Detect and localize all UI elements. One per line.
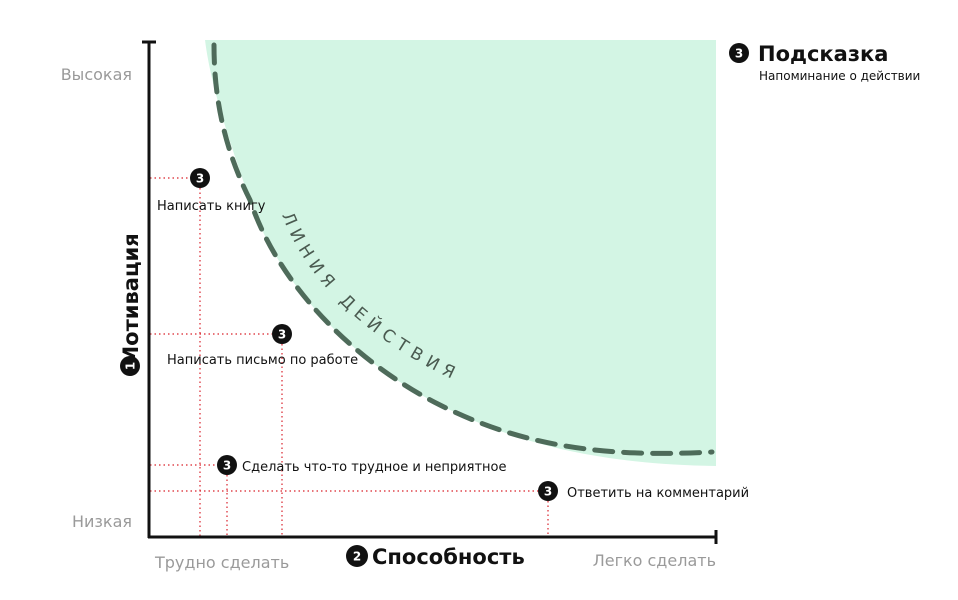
action-line-curve (211, 42, 715, 456)
hint-subtitle: Напоминание о действии (759, 69, 920, 83)
y-axis-title: Мотивация (119, 233, 143, 366)
x-axis-easy-label: Легко сделать (593, 551, 716, 570)
task-badge-number: 3 (196, 172, 204, 186)
action-zone-area (205, 40, 716, 466)
task-reply-comment: 3 Ответить на комментарий (538, 481, 749, 501)
task-write-book: 3 Написать книгу (157, 168, 266, 214)
x-axis-title: Способность (372, 545, 525, 569)
y-axis-low-label: Низкая (72, 512, 132, 531)
task-write-email: 3 Написать письмо по работе (167, 324, 358, 368)
guide-lines (150, 177, 549, 537)
hint-title: Подсказка (758, 42, 888, 66)
task-label: Написать письмо по работе (167, 353, 358, 368)
task-do-hard-thing: 3 Сделать что-то трудное и неприятное (217, 455, 506, 475)
task-badge-number: 3 (544, 485, 552, 499)
axes (142, 40, 718, 544)
y-axis-badge-number: 1 (124, 362, 138, 370)
y-axis-title-group: Мотивация (119, 233, 143, 366)
hint-badge: 3 (729, 43, 749, 63)
task-badge-number: 3 (223, 459, 231, 473)
task-label: Ответить на комментарий (567, 486, 749, 501)
task-label: Написать книгу (157, 199, 266, 214)
x-axis-badge-number: 2 (353, 550, 361, 564)
task-badge-number: 3 (278, 328, 286, 342)
x-axis-hard-label: Трудно сделать (154, 553, 289, 572)
y-axis-badge: 1 (120, 356, 140, 376)
y-axis-high-label: Высокая (61, 65, 132, 84)
x-axis-badge: 2 (346, 545, 368, 567)
hint-badge-number: 3 (735, 47, 743, 61)
task-label: Сделать что-то трудное и неприятное (242, 460, 506, 475)
